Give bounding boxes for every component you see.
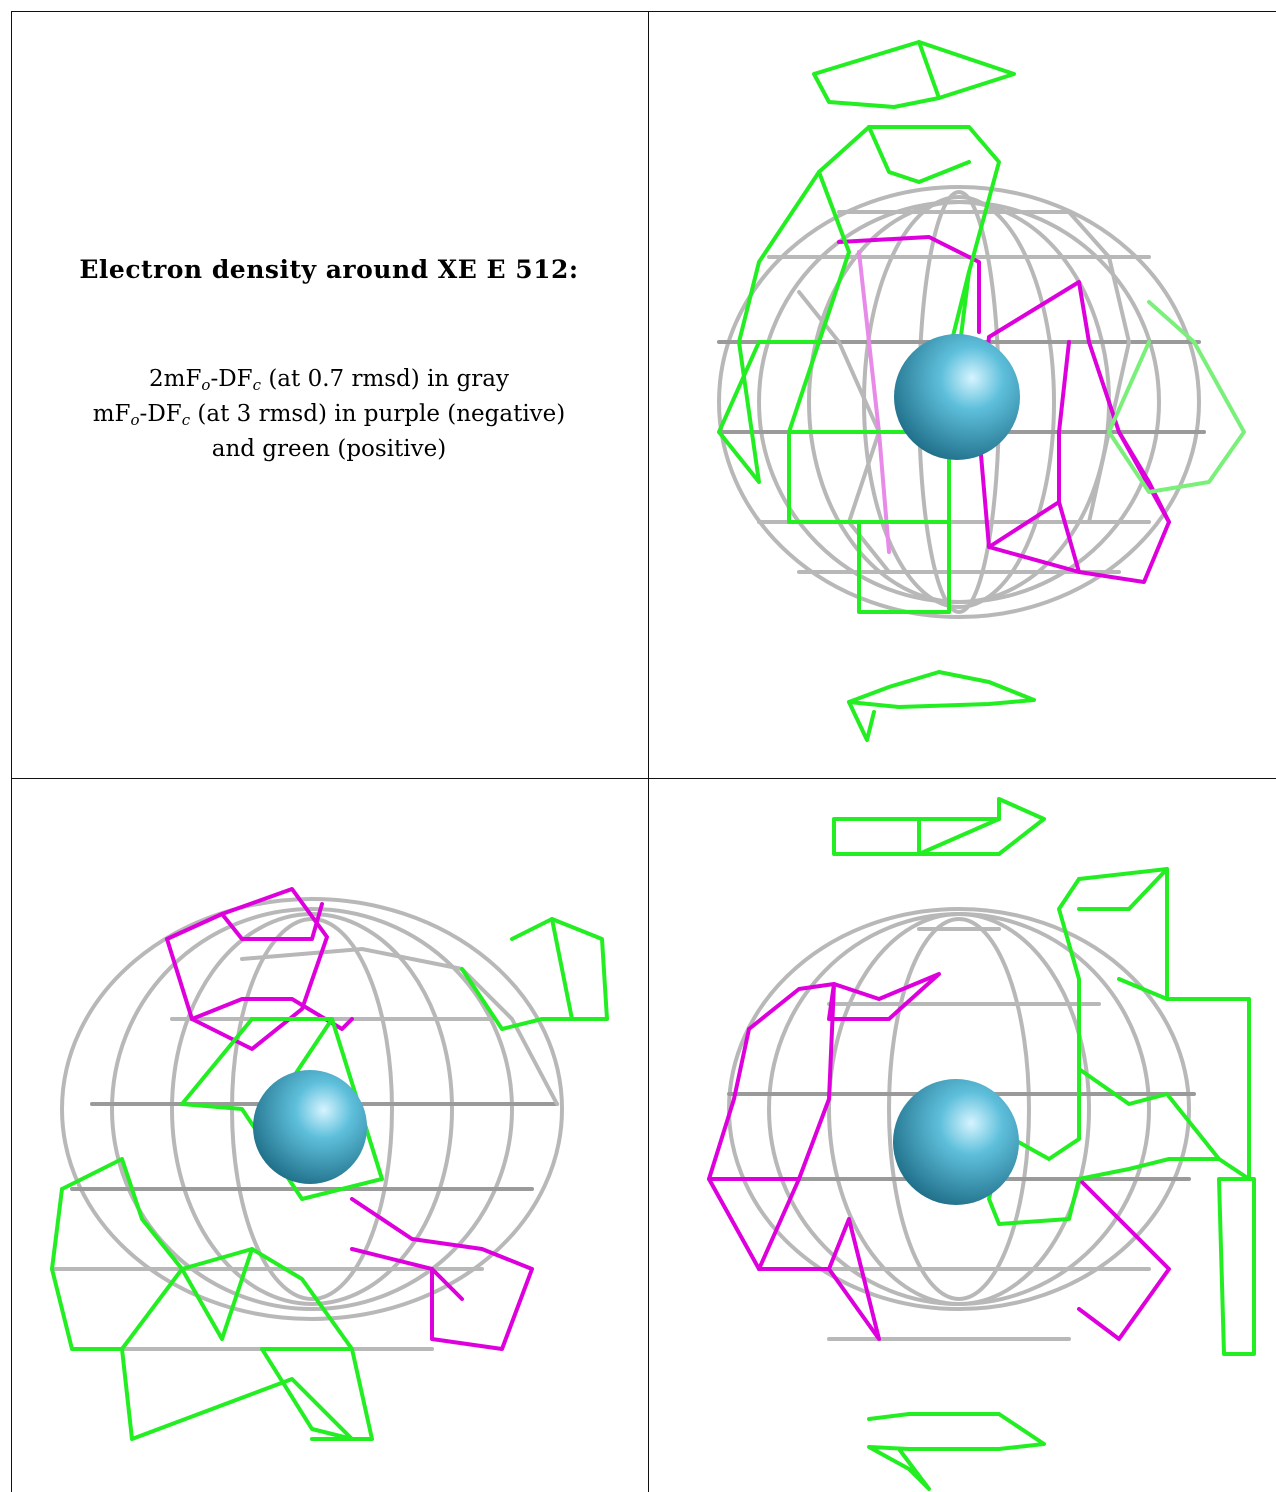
density-view-bottom-left [50, 887, 609, 1441]
gray-mesh-2mfo-dfc [717, 185, 1206, 619]
green-mesh-positive [50, 917, 609, 1441]
legend-purple-sub-o: o [130, 411, 140, 429]
green-mesh-positive [832, 797, 1256, 1491]
figure-title: Electron density around XE E 512: [79, 255, 579, 284]
legend-gray-pre: 2mF [149, 366, 202, 392]
xe-atom-sphere [253, 1070, 367, 1184]
density-view-bottom-right [707, 797, 1256, 1491]
grid-border-left [11, 11, 12, 1492]
green-mesh-positive [717, 40, 1246, 742]
legend-line-green: and green (positive) [11, 432, 647, 467]
legend-gray-mid: -DF [210, 366, 253, 392]
legend-purple-mid: -DF [139, 401, 182, 427]
density-view-top-right [717, 40, 1246, 742]
legend-purple-pre: mF [92, 401, 131, 427]
xe-atom-sphere [894, 334, 1020, 460]
legend-gray-post: (at 0.7 rmsd) in gray [261, 366, 509, 392]
purple-mesh-negative [165, 887, 534, 1351]
grid-border-top [11, 11, 1276, 12]
legend-line-purple: mFo-DFc (at 3 rmsd) in purple (negative) [11, 397, 647, 432]
legend-gray-sub-o: o [201, 376, 211, 394]
grid-divider-horizontal [11, 778, 1276, 779]
legend-gray-sub-c: c [252, 376, 262, 394]
legend-purple-sub-c: c [181, 411, 191, 429]
purple-mesh-negative [707, 972, 1171, 1341]
legend-line-gray: 2mFo-DFc (at 0.7 rmsd) in gray [11, 362, 647, 397]
legend-green-text: and green (positive) [211, 436, 447, 462]
legend-purple-post: (at 3 rmsd) in purple (negative) [190, 401, 566, 427]
xe-atom-sphere [893, 1079, 1019, 1205]
grid-divider-vertical [648, 11, 649, 1492]
caption-panel: Electron density around XE E 512: 2mFo-D… [11, 12, 647, 778]
legend-text: 2mFo-DFc (at 0.7 rmsd) in gray mFo-DFc (… [11, 362, 647, 467]
